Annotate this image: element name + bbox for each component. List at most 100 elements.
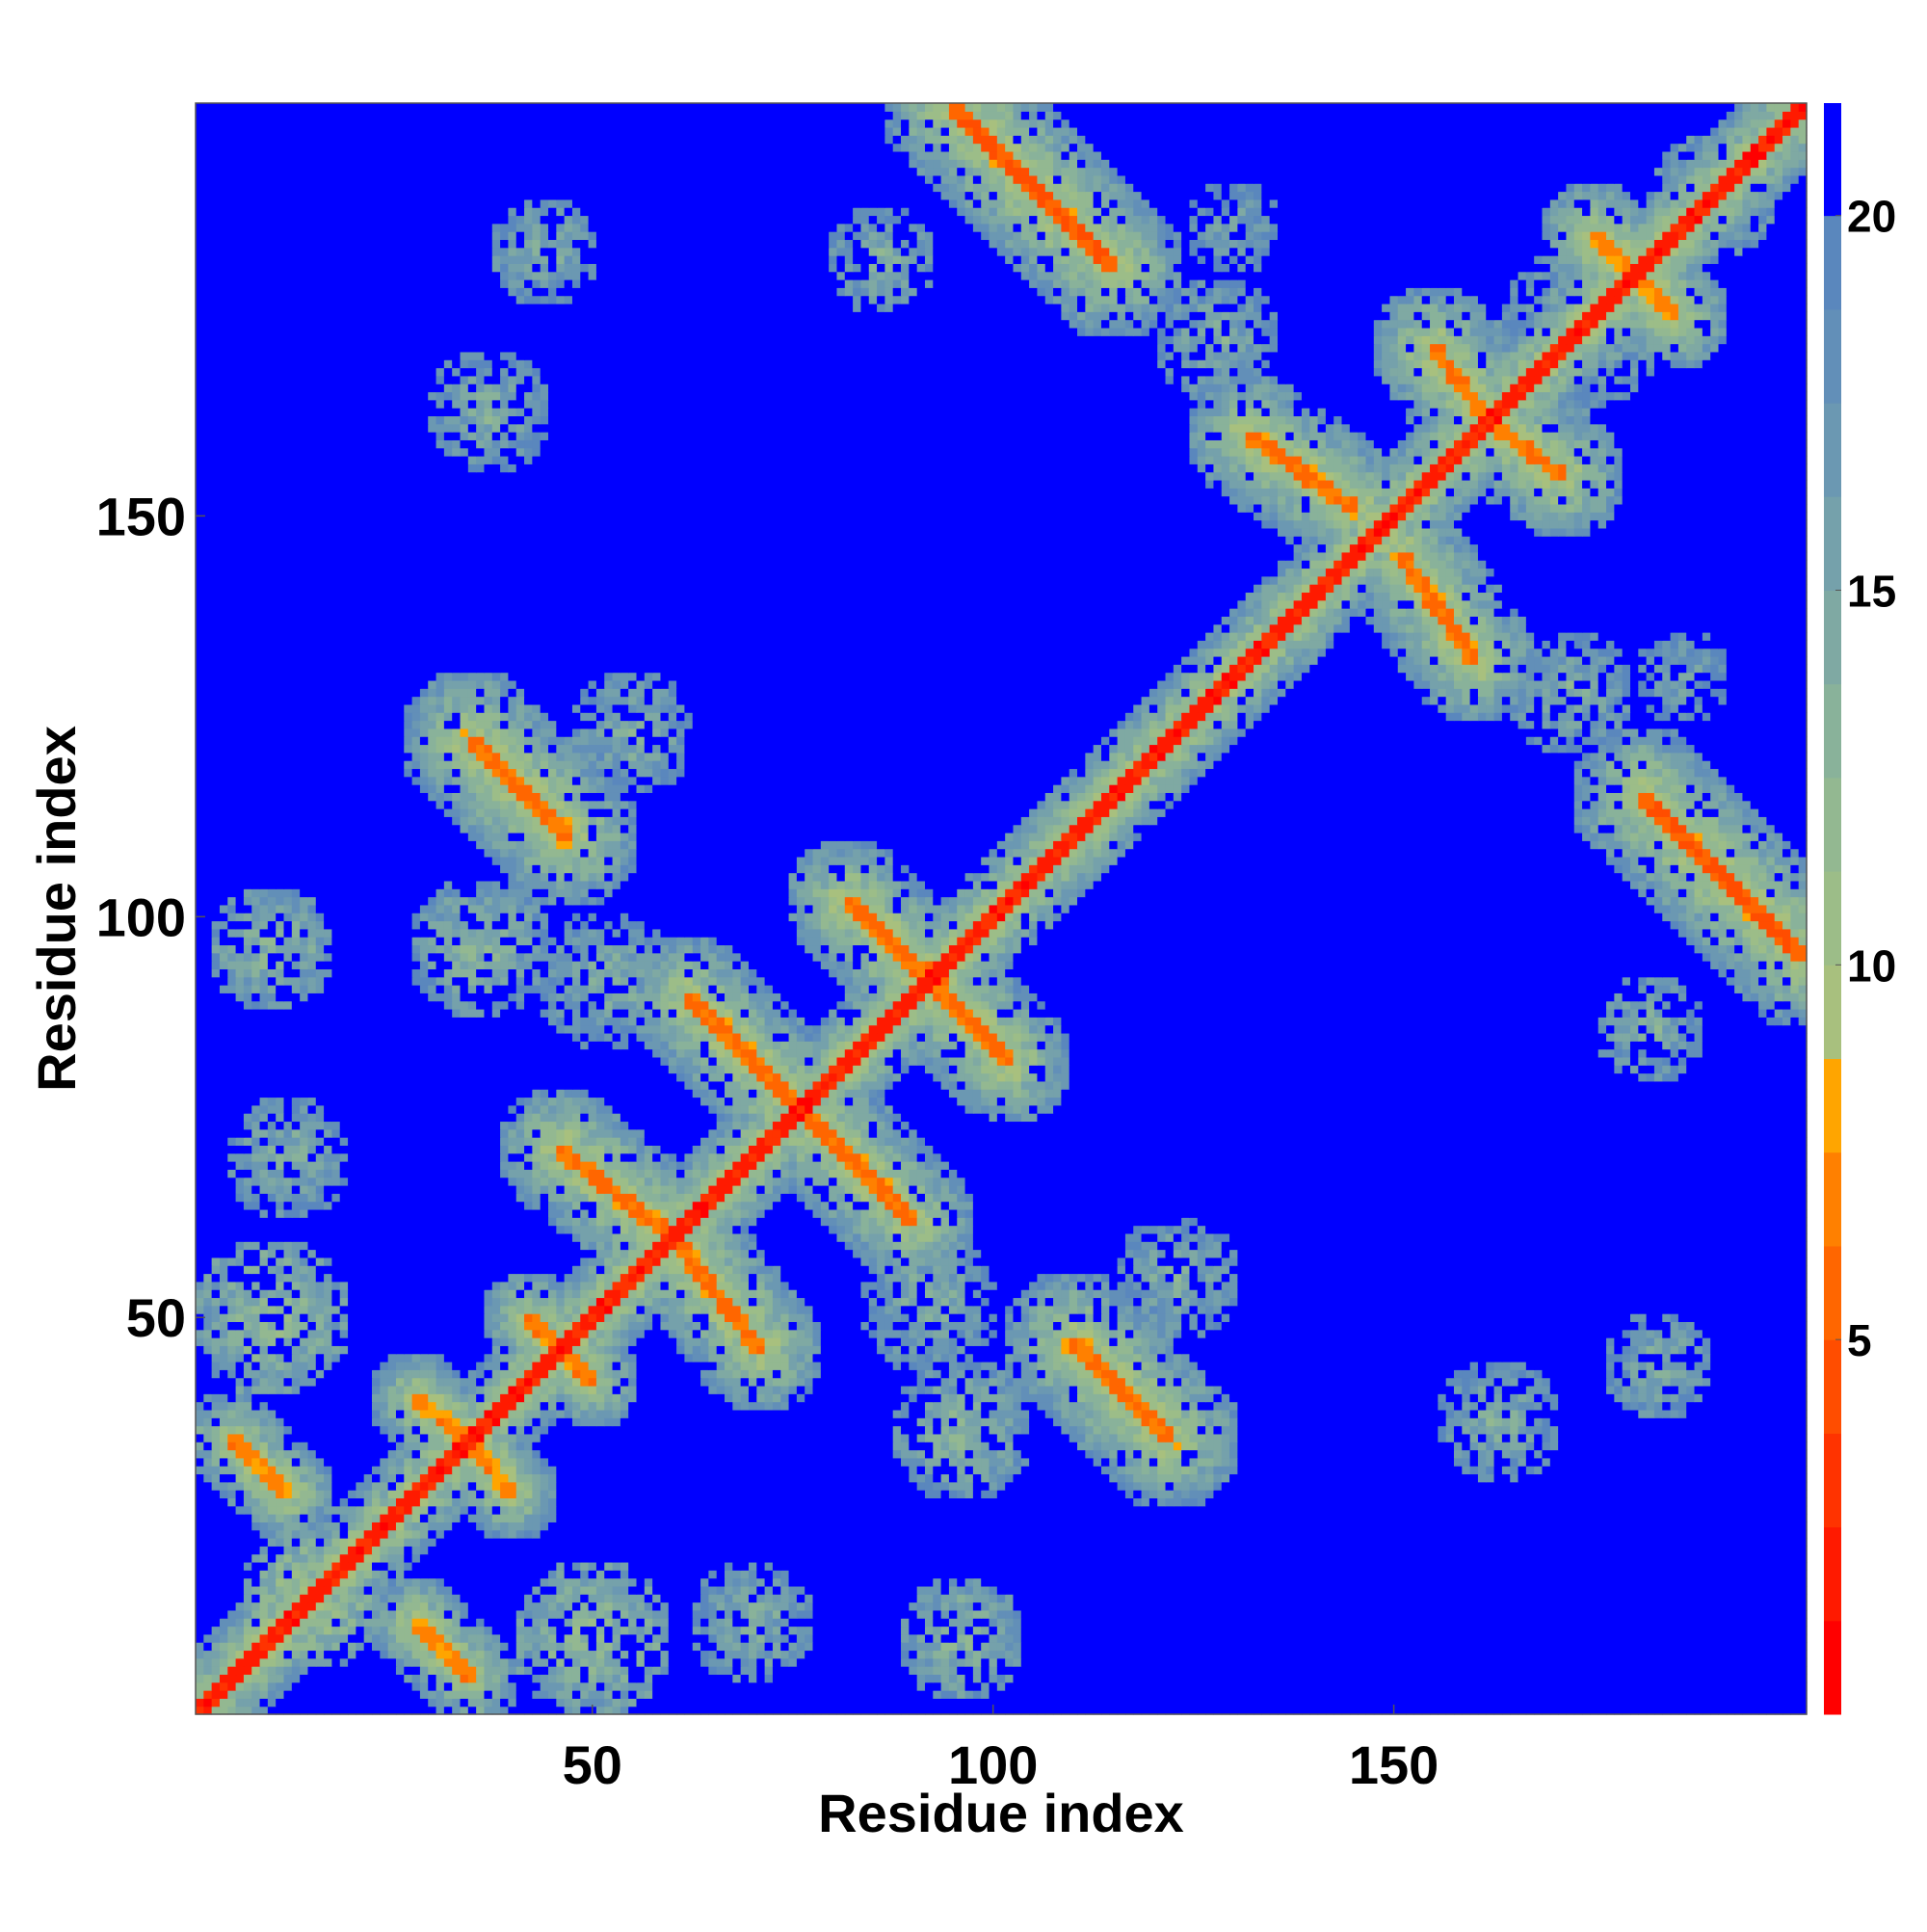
heatmap-cell	[571, 1626, 581, 1635]
heatmap-cell	[452, 1642, 462, 1652]
heatmap-cell	[1758, 1626, 1768, 1635]
heatmap-cell	[1077, 1650, 1086, 1659]
heatmap-cell	[1237, 1657, 1247, 1667]
heatmap-cell	[1710, 1698, 1720, 1707]
heatmap-cell	[1124, 1642, 1134, 1652]
heatmap-cell	[1189, 1666, 1199, 1676]
heatmap-cell	[508, 1666, 517, 1676]
heatmap-cell	[972, 1633, 982, 1643]
heatmap-cell	[892, 1706, 902, 1715]
heatmap-cell	[387, 1553, 397, 1563]
heatmap-cell	[1133, 1561, 1143, 1571]
heatmap-cell	[1477, 1706, 1487, 1715]
heatmap-cell	[595, 1698, 605, 1707]
heatmap-cell	[243, 1561, 252, 1571]
heatmap-cell	[267, 1577, 277, 1587]
heatmap-cell	[1421, 1609, 1431, 1619]
heatmap-cell	[940, 1577, 950, 1587]
heatmap-cell	[227, 1570, 237, 1579]
heatmap-cell	[508, 1642, 517, 1652]
heatmap-cell	[972, 1698, 982, 1707]
heatmap-cell	[836, 1609, 846, 1619]
heatmap-cell	[924, 1698, 934, 1707]
heatmap-cell	[1430, 1650, 1439, 1659]
heatmap-cell	[243, 1690, 252, 1699]
heatmap-cell	[1686, 1626, 1696, 1635]
heatmap-cell	[652, 1514, 662, 1522]
heatmap-cell	[1582, 1546, 1591, 1555]
heatmap-cell	[1221, 1577, 1230, 1587]
heatmap-cell	[227, 1585, 237, 1595]
heatmap-cell	[884, 1706, 894, 1715]
heatmap-cell	[725, 1674, 733, 1683]
heatmap-cell	[884, 1609, 894, 1619]
heatmap-cell	[916, 1601, 926, 1611]
heatmap-cell	[901, 1657, 910, 1667]
heatmap-cell	[1774, 1609, 1783, 1619]
heatmap-cell	[1005, 1650, 1015, 1659]
heatmap-cell	[436, 1690, 445, 1699]
heatmap-cell	[1534, 1706, 1544, 1715]
heatmap-cell	[203, 1553, 213, 1563]
heatmap-cell	[1197, 1706, 1206, 1715]
heatmap-cell	[1037, 1594, 1046, 1603]
heatmap-cell	[1606, 1657, 1615, 1667]
heatmap-cell	[1157, 1577, 1167, 1587]
heatmap-cell	[571, 1681, 581, 1691]
heatmap-cell	[1157, 1681, 1167, 1691]
heatmap-cell	[836, 1698, 846, 1707]
heatmap-cell	[1085, 1538, 1095, 1547]
heatmap-cell	[1117, 1609, 1126, 1619]
heatmap-cell	[748, 1561, 757, 1571]
heatmap-cell	[1093, 1609, 1102, 1619]
heatmap-cell	[363, 1561, 373, 1571]
heatmap-cell	[419, 1601, 429, 1611]
heatmap-cell	[476, 1529, 486, 1539]
heatmap-cell	[868, 1577, 878, 1587]
heatmap-cell	[1133, 1690, 1143, 1699]
heatmap-cell	[916, 1570, 926, 1579]
heatmap-cell	[636, 1706, 646, 1715]
heatmap-cell	[1285, 1642, 1295, 1652]
heatmap-cell	[1430, 1706, 1439, 1715]
heatmap-cell	[1453, 1570, 1463, 1579]
heatmap-cell	[1333, 1681, 1343, 1691]
heatmap-cell	[1341, 1570, 1351, 1579]
heatmap-cell	[540, 1642, 549, 1652]
heatmap-cell	[1382, 1609, 1391, 1619]
heatmap-cell	[933, 1626, 942, 1635]
heatmap-cell	[972, 1538, 982, 1547]
heatmap-cell	[1653, 1561, 1663, 1571]
heatmap-cell	[1213, 1561, 1223, 1571]
heatmap-cell	[356, 1585, 365, 1595]
heatmap-cell	[1445, 1698, 1455, 1707]
heatmap-cell	[1614, 1609, 1623, 1619]
heatmap-cell	[467, 1546, 477, 1555]
heatmap-cell	[604, 1570, 614, 1579]
heatmap-cell	[532, 1674, 541, 1683]
heatmap-cell	[556, 1601, 566, 1611]
heatmap-cell	[1020, 1585, 1030, 1595]
heatmap-cell	[1213, 1698, 1223, 1707]
heatmap-cell	[1389, 1681, 1399, 1691]
heatmap-cell	[1077, 1577, 1086, 1587]
heatmap-cell	[844, 1642, 854, 1652]
heatmap-cell	[1542, 1514, 1551, 1522]
heatmap-cell	[404, 1514, 413, 1522]
heatmap-cell	[1358, 1522, 1367, 1531]
heatmap-cell	[684, 1666, 694, 1676]
heatmap-cell	[916, 1650, 926, 1659]
heatmap-cell	[428, 1594, 437, 1603]
heatmap-cell	[796, 1690, 805, 1699]
heatmap-cell	[1702, 1674, 1711, 1683]
heatmap-cell	[1646, 1561, 1655, 1571]
heatmap-cell	[500, 1626, 510, 1635]
heatmap-cell	[348, 1666, 356, 1676]
heatmap-cell	[235, 1538, 245, 1547]
heatmap-cell	[612, 1698, 621, 1707]
heatmap-cell	[524, 1561, 533, 1571]
heatmap-cell	[259, 1601, 269, 1611]
heatmap-cell	[1173, 1522, 1182, 1531]
heatmap-cell	[1293, 1690, 1303, 1699]
heatmap-cell	[411, 1570, 421, 1579]
